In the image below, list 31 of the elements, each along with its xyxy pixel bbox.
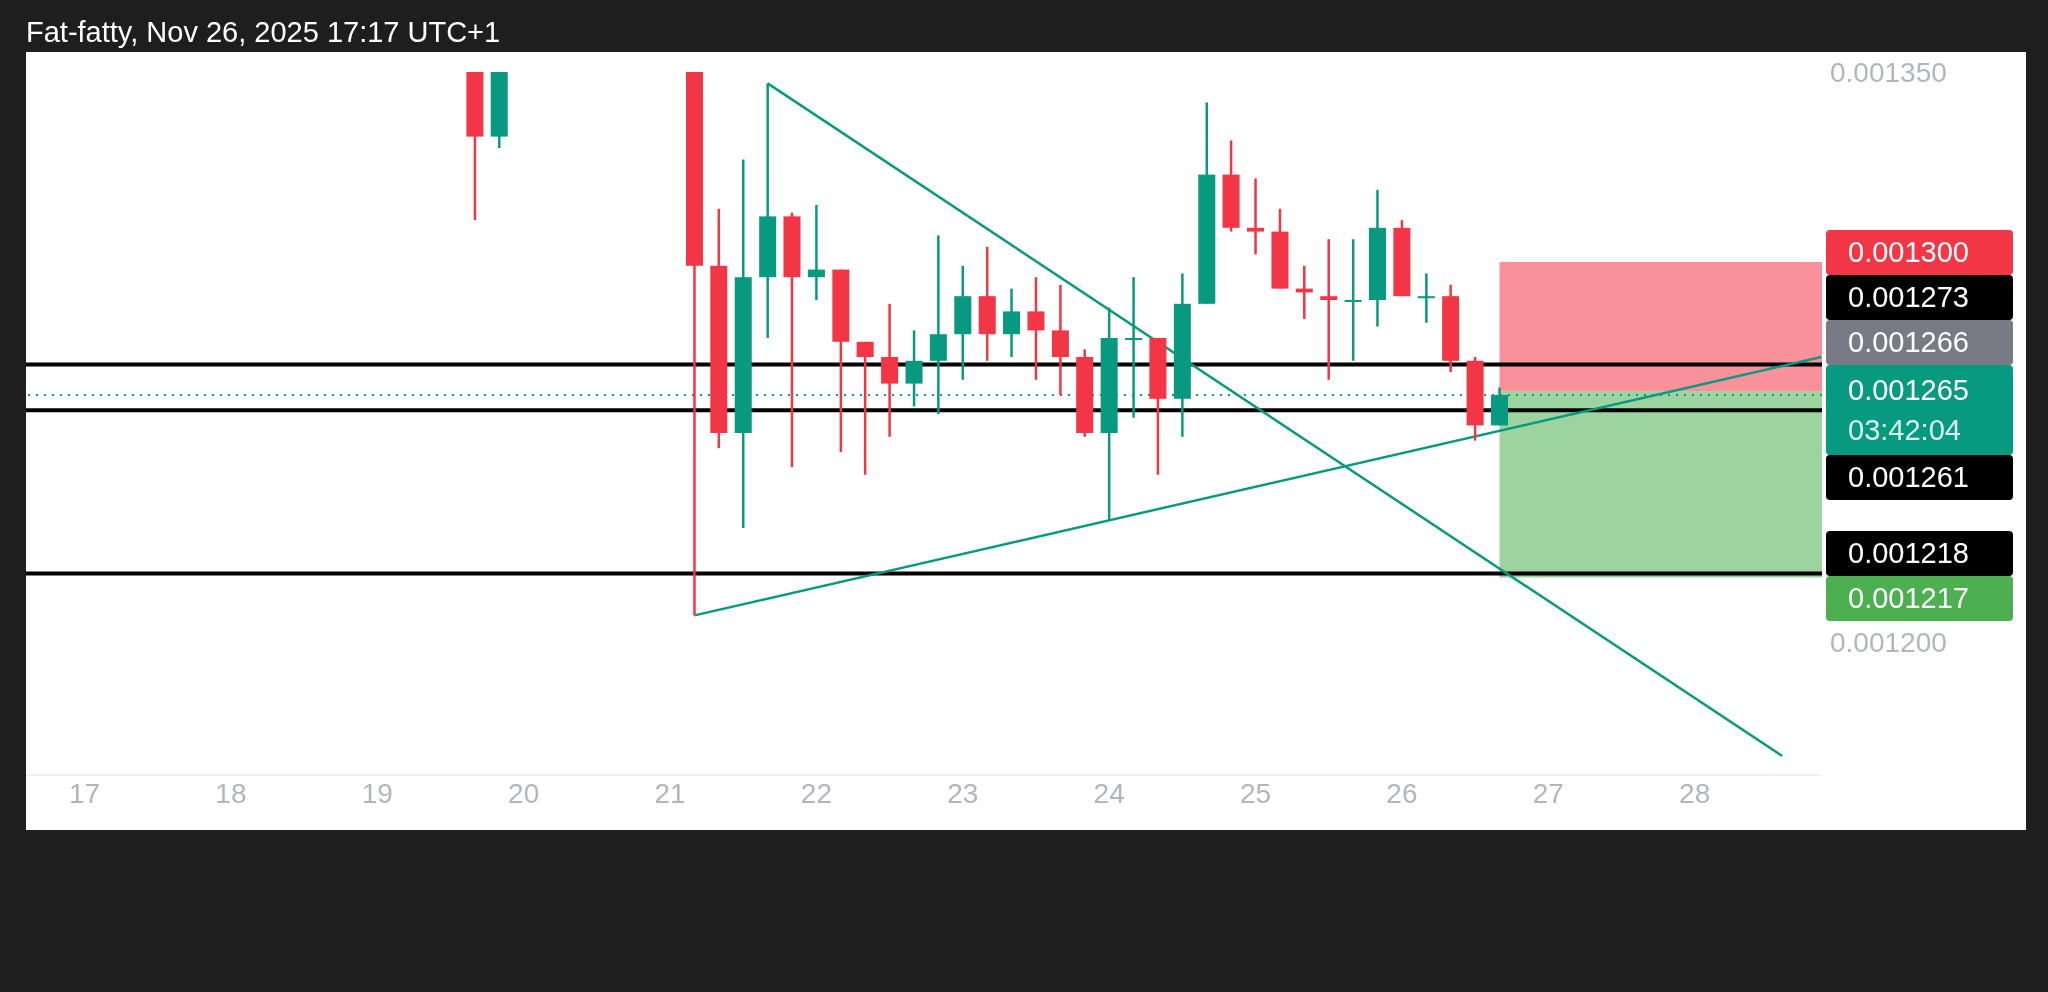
candlestick <box>807 203 825 302</box>
x-tick-label: 20 <box>508 777 540 809</box>
candlestick <box>1003 287 1021 359</box>
candlestick <box>1247 177 1265 256</box>
x-tick-label: 26 <box>1386 777 1418 809</box>
candlestick <box>1125 275 1143 420</box>
ref-line-label: 0.001273 <box>1848 280 1970 316</box>
x-tick-label: 27 <box>1532 777 1564 809</box>
band-label: 0.001217 <box>1848 581 1970 616</box>
candlestick <box>1417 272 1435 325</box>
x-tick-label: 23 <box>947 777 979 809</box>
ref-line-label: 0.001265 03:42:04 <box>1848 372 1970 448</box>
chart-title: Fat-fatty, Nov 26, 2025 17:17 UTC+1 <box>26 16 501 49</box>
x-tick-label: 28 <box>1679 777 1711 809</box>
x-tick-label: 24 <box>1093 777 1125 809</box>
x-tick-label: 25 <box>1239 777 1272 809</box>
ref-line-label: 0.001218 <box>1848 536 1970 571</box>
x-tick-label: 21 <box>654 777 686 809</box>
ref-line-label: 0.001261 <box>1848 460 1970 496</box>
candlestick <box>1320 237 1338 382</box>
candlestick <box>1027 275 1045 382</box>
text: 0.001266 <box>1848 325 1970 361</box>
candlestick <box>856 340 874 477</box>
x-tick-label: 19 <box>361 777 393 809</box>
x-tick-label: 22 <box>800 777 832 809</box>
y-tick-label: 0.001200 <box>1830 626 1947 658</box>
band-label: 0.001300 <box>1848 235 1970 271</box>
x-tick-label: 17 <box>68 777 101 809</box>
y-tick-label: 0.001350 <box>1830 56 1947 88</box>
candlestick <box>1344 237 1362 363</box>
x-tick-label: 18 <box>215 777 247 809</box>
